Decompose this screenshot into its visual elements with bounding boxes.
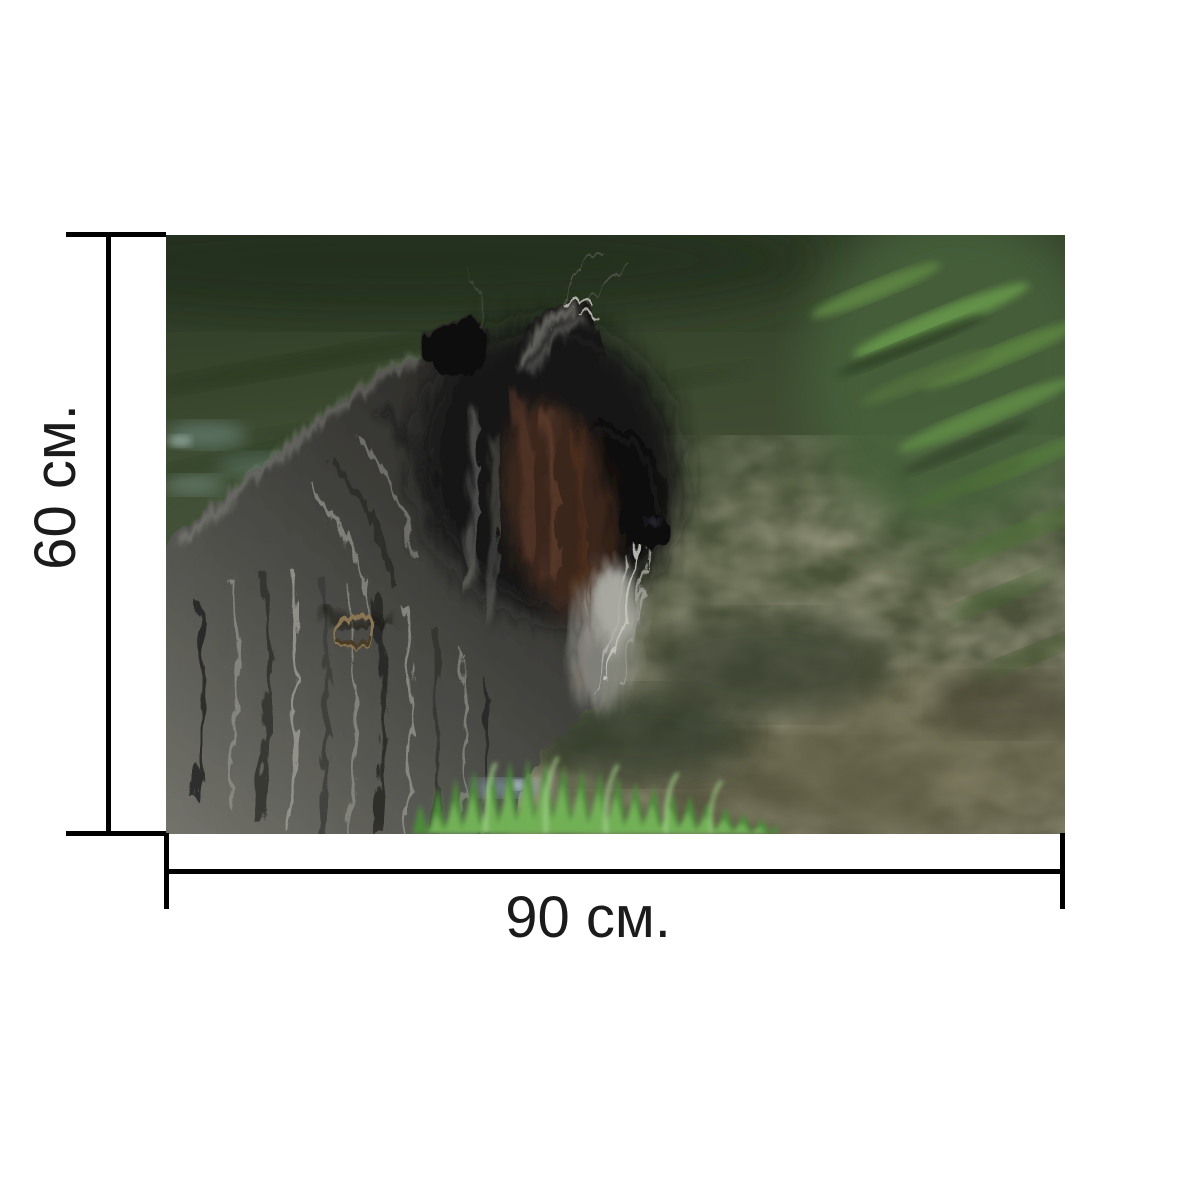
dog-nose [614, 503, 666, 543]
width-dimension-label: 90 см. [505, 885, 671, 950]
water-ripples [806, 235, 1065, 677]
product-photo [166, 235, 1065, 834]
height-dimension-cap-top [66, 232, 166, 237]
width-dimension-tick-left [164, 833, 169, 909]
collar-ring [329, 607, 375, 647]
width-dimension-tick-right [1060, 833, 1065, 909]
dog-illustration [166, 246, 678, 834]
dog-photo-illustration [166, 235, 1065, 834]
grass-tufts [412, 756, 778, 834]
height-dimension-label: 60 см. [23, 404, 88, 570]
width-dimension-line [166, 869, 1065, 874]
height-dimension-cap-bottom [66, 831, 166, 836]
height-dimension-line [106, 232, 111, 836]
